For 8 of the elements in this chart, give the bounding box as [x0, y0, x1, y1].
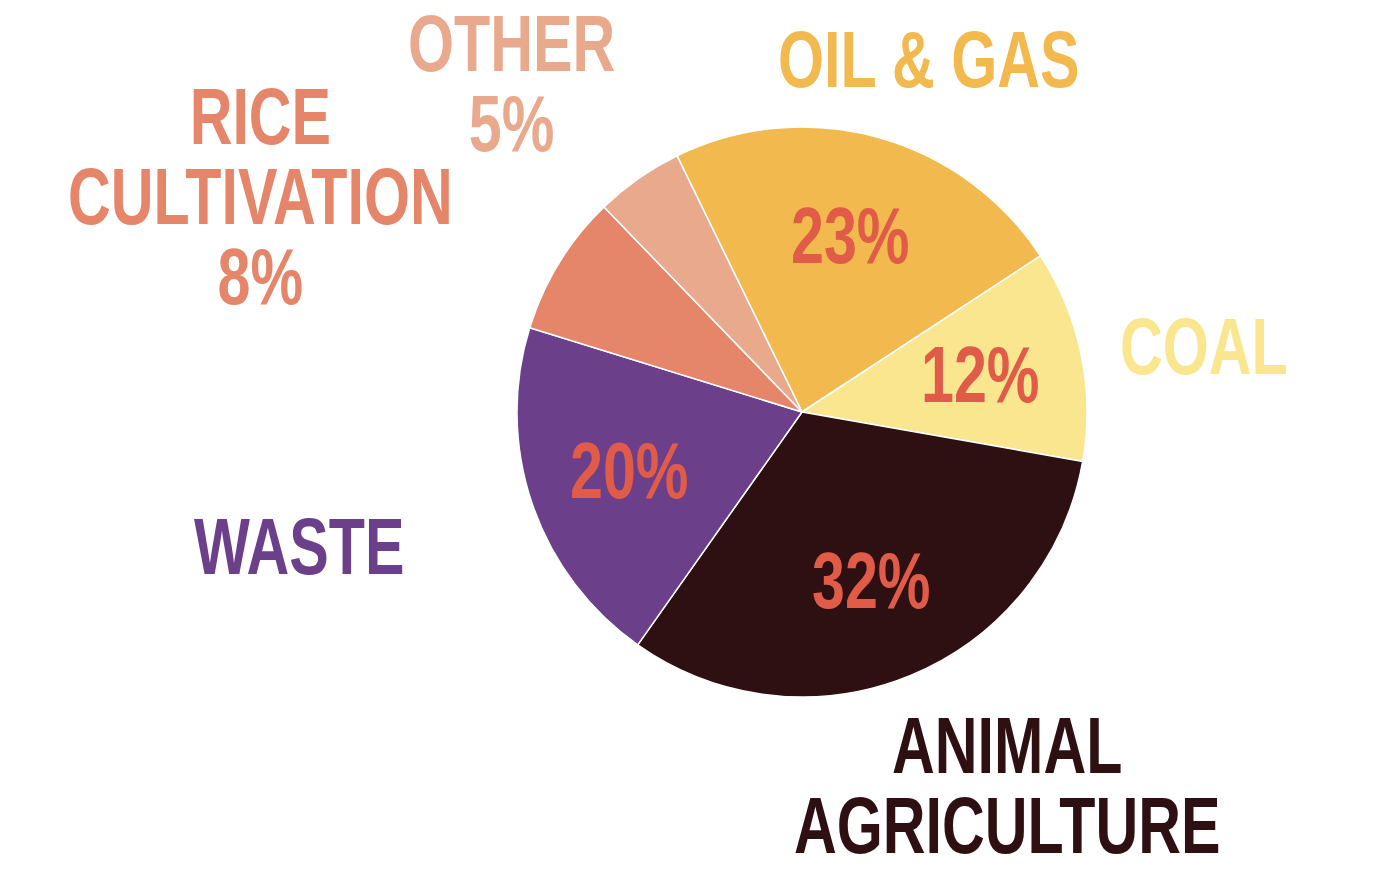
slice-label: COAL: [1120, 301, 1289, 391]
data-label: 23%: [791, 191, 910, 281]
data-label: 20%: [570, 425, 689, 515]
slice-label: ANIMAL AGRICULTURE: [793, 701, 1221, 871]
slice-label: OIL & GAS: [777, 15, 1080, 105]
data-label: 32%: [812, 535, 931, 625]
slice-label: WASTE: [194, 502, 405, 592]
data-label: 12%: [921, 330, 1040, 420]
